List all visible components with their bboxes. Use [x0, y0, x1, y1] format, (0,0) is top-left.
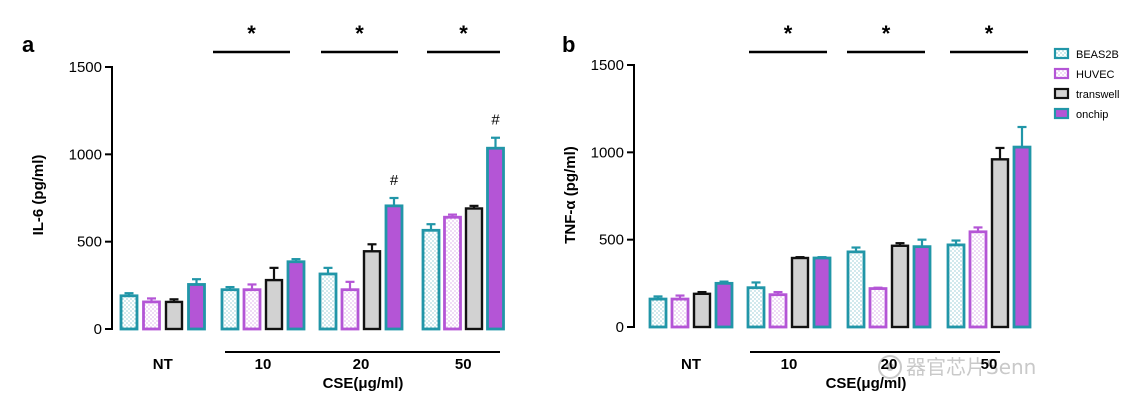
bar-beas2b-b	[746, 286, 766, 329]
x-category-label-a: 10	[255, 356, 272, 373]
bar-transwell-a	[362, 250, 382, 331]
legend-label-huvec: HUVEC	[1076, 69, 1115, 81]
bar-onchip-a	[384, 204, 404, 331]
x-category-label-b: 20	[881, 356, 898, 373]
bar-huvec-a	[142, 300, 161, 331]
x-category-label-a: 20	[353, 356, 370, 373]
bar-beas2b-b	[946, 243, 966, 329]
bar-onchip-a	[486, 146, 505, 331]
bar-annotation-hash-a: #	[390, 172, 399, 189]
bar-beas2b-b	[648, 297, 668, 329]
watermark-logo-dot	[886, 363, 894, 371]
watermark-logo-icon	[878, 355, 902, 379]
significance-star-a: *	[459, 21, 468, 46]
y-tick-label-b: 1000	[591, 144, 624, 161]
bar-onchip-b	[912, 245, 932, 329]
bar-onchip-a	[187, 283, 206, 331]
significance-star-a: *	[247, 21, 256, 46]
bar-transwell-b	[990, 158, 1010, 329]
bar-onchip-a	[286, 260, 306, 331]
bar-huvec-b	[968, 230, 988, 329]
bar-transwell-a	[264, 278, 284, 331]
y-axis-label-a: IL-6 (pg/ml)	[30, 155, 47, 236]
y-tick-label-a: 500	[77, 234, 102, 251]
bar-transwell-b	[790, 256, 810, 329]
significance-star-b: *	[985, 21, 994, 46]
y-axis-label-b: TNF-α (pg/ml)	[562, 146, 579, 244]
x-category-label-a: 50	[455, 356, 472, 373]
bar-huvec-a	[443, 215, 462, 331]
bar-beas2b-a	[119, 294, 139, 331]
bar-onchip-b	[1012, 145, 1032, 329]
panel-label-a: a	[22, 32, 35, 57]
x-category-label-b: 50	[981, 356, 998, 373]
legend-label-beas2b: BEAS2B	[1076, 49, 1119, 61]
bar-huvec-a	[340, 288, 360, 331]
bar-beas2b-a	[318, 272, 338, 331]
legend-swatch-transwell	[1053, 87, 1070, 100]
legend-swatch-beas2b	[1053, 47, 1070, 60]
x-category-label-b: NT	[681, 356, 701, 373]
significance-star-b: *	[882, 21, 891, 46]
panel-label-b: b	[562, 32, 575, 57]
legend-swatch-huvec	[1053, 67, 1070, 80]
x-axis-label-b: CSE(μg/ml)	[826, 375, 907, 392]
bar-huvec-b	[868, 287, 888, 329]
bar-transwell-b	[890, 244, 910, 329]
y-tick-label-a: 1500	[69, 59, 102, 76]
bar-huvec-a	[242, 288, 262, 331]
legend-swatch-onchip	[1053, 107, 1070, 120]
bar-huvec-b	[670, 297, 690, 329]
legend-label-transwell: transwell	[1076, 89, 1119, 101]
watermark: 器官芯片Senn	[878, 355, 1036, 379]
bar-beas2b-b	[846, 250, 866, 329]
y-tick-label-b: 0	[616, 319, 624, 336]
bar-transwell-a	[164, 300, 184, 331]
x-category-label-a: NT	[153, 356, 173, 373]
bar-transwell-a	[464, 207, 484, 331]
x-axis-label-a: CSE(μg/ml)	[323, 375, 404, 392]
bar-onchip-b	[812, 256, 832, 329]
x-category-label-b: 10	[781, 356, 798, 373]
legend-label-onchip: onchip	[1076, 109, 1108, 121]
bar-huvec-b	[768, 293, 788, 329]
legend: BEAS2B HUVEC transwell onchip	[1053, 47, 1119, 121]
y-tick-label-a: 0	[94, 321, 102, 338]
y-tick-label-b: 500	[599, 232, 624, 249]
plot-panel-b: 0 500 1000 1500 NT 10 20 50 * * *	[591, 21, 1032, 373]
significance-star-a: *	[355, 21, 364, 46]
watermark-text: 器官芯片Senn	[906, 355, 1036, 379]
y-tick-label-b: 1500	[591, 57, 624, 74]
bar-beas2b-a	[220, 288, 240, 331]
bar-onchip-b	[714, 281, 734, 329]
significance-star-b: *	[784, 21, 793, 46]
plot-panel-a: 0 500 1000 1500 NT 10 20 50 * * * # #	[69, 21, 505, 373]
bar-annotation-hash-a: #	[491, 112, 500, 129]
bar-beas2b-a	[421, 228, 441, 331]
bar-transwell-b	[692, 292, 712, 329]
y-tick-label-a: 1000	[69, 146, 102, 163]
